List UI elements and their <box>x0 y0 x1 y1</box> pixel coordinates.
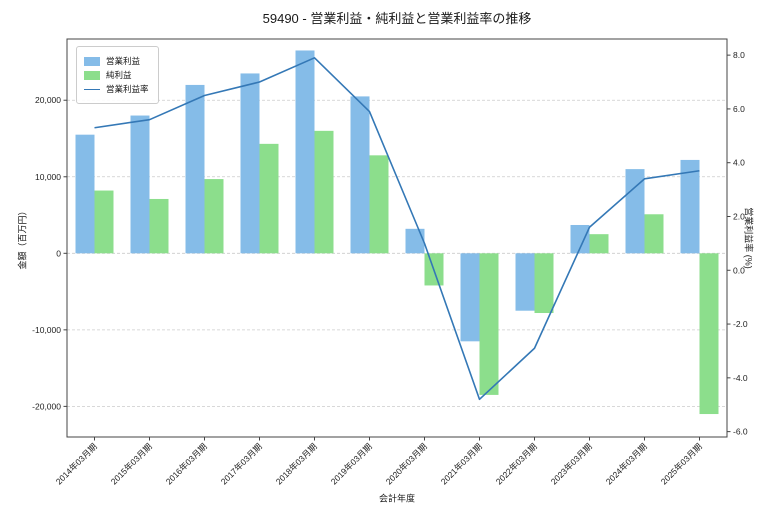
bar-純利益-2024年03月期 <box>644 214 664 254</box>
right-tick-label: 0.0 <box>733 265 745 275</box>
bar-営業利益-2025年03月期 <box>680 159 700 254</box>
chart-title: 59490 - 営業利益・純利益と営業利益率の推移 <box>262 11 532 26</box>
x-tick-label: 2021年03月期 <box>439 441 484 486</box>
bar-純利益-2016年03月期 <box>204 179 224 254</box>
legend-label: 純利益 <box>106 70 132 80</box>
bar-純利益-2023年03月期 <box>589 234 609 254</box>
bar-営業利益-2018年03月期 <box>295 50 315 254</box>
legend-label: 営業利益率 <box>106 84 149 94</box>
left-tick-label: -20,000 <box>32 401 61 411</box>
right-tick-label: 8.0 <box>733 50 745 60</box>
bar-営業利益-2023年03月期 <box>570 224 590 254</box>
legend-item-operating-profit: 営業利益 <box>84 55 149 67</box>
bar-営業利益-2019年03月期 <box>350 96 370 254</box>
operating-margin-line-icon <box>84 88 100 90</box>
x-tick-label: 2015年03月期 <box>109 441 154 486</box>
bar-純利益-2019年03月期 <box>369 155 389 254</box>
left-tick-label: -10,000 <box>32 325 61 335</box>
x-tick-label: 2017年03月期 <box>219 441 264 486</box>
x-tick-label: 2022年03月期 <box>494 441 539 486</box>
x-axis-label: 会計年度 <box>378 493 416 504</box>
right-tick-label: 4.0 <box>733 158 745 168</box>
operating-profit-swatch-icon <box>84 56 100 66</box>
right-axis-label: 営業利益率 (%) <box>743 207 754 269</box>
right-tick-label: 2.0 <box>733 211 745 221</box>
plot-border <box>66 38 728 438</box>
x-tick-label: 2016年03月期 <box>164 441 209 486</box>
line-営業利益率 <box>94 57 700 401</box>
bar-純利益-2015年03月期 <box>149 198 169 254</box>
right-tick-label: -2.0 <box>733 319 748 329</box>
x-tick-label: 2014年03月期 <box>54 441 99 486</box>
legend-item-operating-margin: 営業利益率 <box>84 83 149 95</box>
bar-純利益-2017年03月期 <box>259 143 279 254</box>
left-tick-label: 10,000 <box>35 172 61 182</box>
bar-営業利益-2021年03月期 <box>460 253 480 342</box>
bar-営業利益-2015年03月期 <box>130 115 150 254</box>
bar-営業利益-2020年03月期 <box>405 228 425 254</box>
bar-純利益-2018年03月期 <box>314 130 334 254</box>
left-tick-label: 20,000 <box>35 95 61 105</box>
left-tick-label: 0 <box>56 248 61 258</box>
bar-営業利益-2016年03月期 <box>185 84 205 254</box>
legend: 営業利益 純利益 営業利益率 <box>76 46 159 104</box>
x-tick-label: 2025年03月期 <box>659 441 704 486</box>
legend-item-net-profit: 純利益 <box>84 69 149 81</box>
bar-営業利益-2017年03月期 <box>240 73 260 254</box>
x-tick-label: 2020年03月期 <box>384 441 429 486</box>
x-tick-label: 2019年03月期 <box>329 441 374 486</box>
bar-営業利益-2014年03月期 <box>75 134 95 254</box>
right-tick-label: -4.0 <box>733 373 748 383</box>
bar-営業利益-2022年03月期 <box>515 253 535 311</box>
right-tick-label: -6.0 <box>733 427 748 437</box>
bar-純利益-2014年03月期 <box>94 190 114 254</box>
net-profit-swatch-icon <box>84 70 100 80</box>
x-tick-label: 2023年03月期 <box>549 441 594 486</box>
bar-純利益-2021年03月期 <box>479 253 499 395</box>
right-tick-label: 6.0 <box>733 104 745 114</box>
x-tick-label: 2024年03月期 <box>604 441 649 486</box>
bar-営業利益-2024年03月期 <box>625 169 645 254</box>
bar-純利益-2025年03月期 <box>699 253 719 415</box>
x-tick-label: 2018年03月期 <box>274 441 319 486</box>
bar-純利益-2022年03月期 <box>534 253 554 314</box>
legend-label: 営業利益 <box>106 56 141 66</box>
left-axis-label: 金額（百万円） <box>17 206 28 270</box>
